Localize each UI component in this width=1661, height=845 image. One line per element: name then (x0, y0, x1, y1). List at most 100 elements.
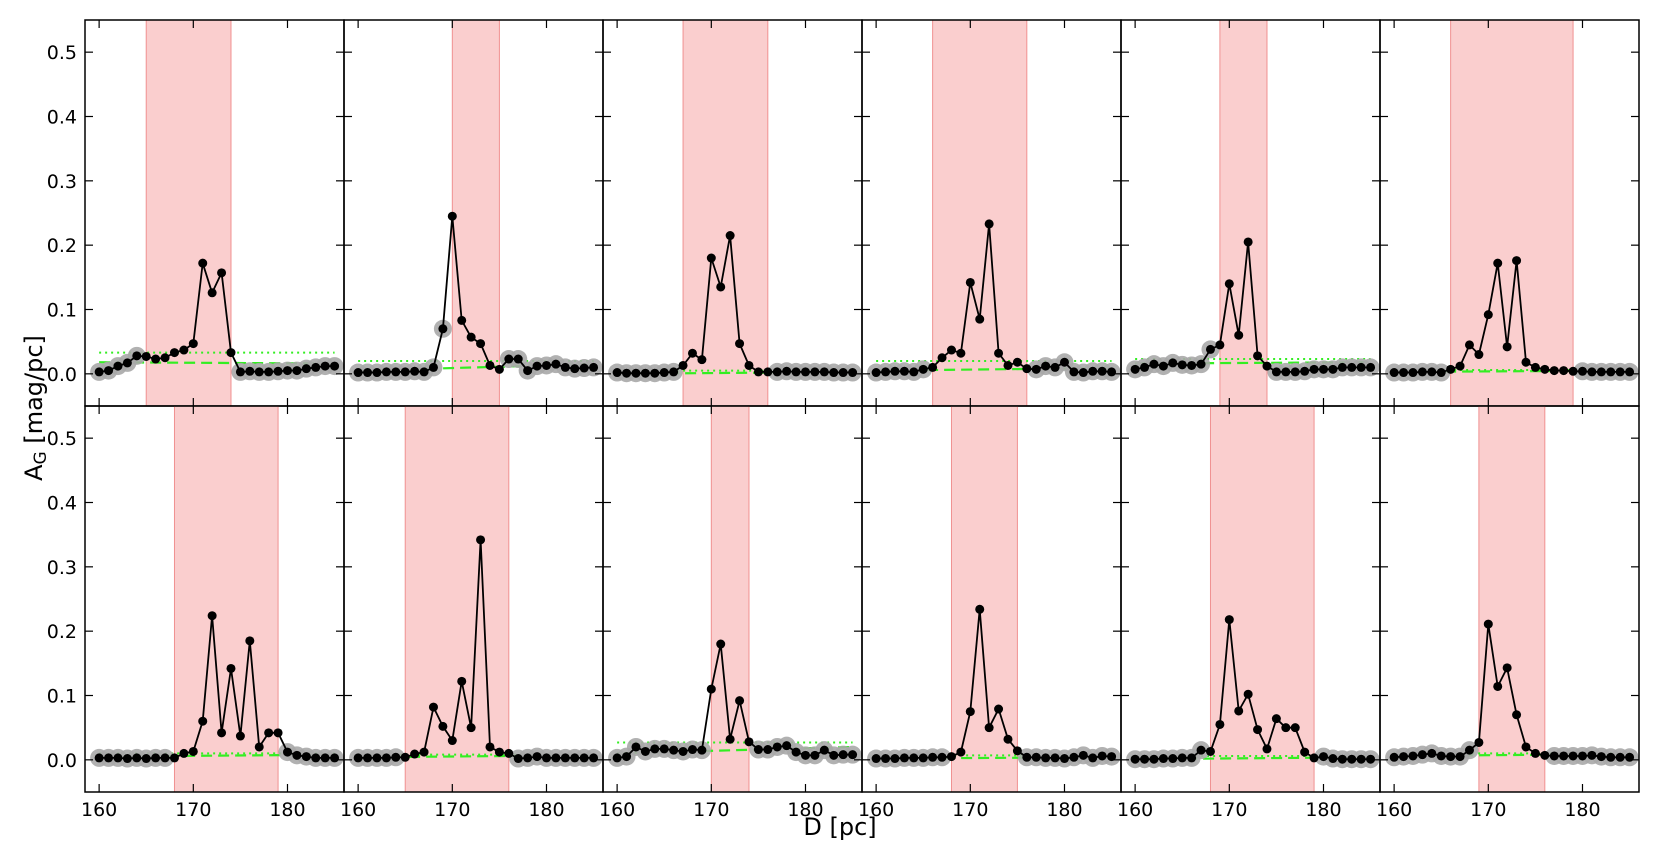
data-point (848, 368, 858, 378)
panel-6 (1379, 19, 1640, 407)
x-tick-label: 180 (1305, 799, 1341, 821)
x-tick-label: 170 (1211, 799, 1247, 821)
data-point (1300, 747, 1310, 757)
data-point (772, 367, 782, 377)
data-point (1196, 745, 1206, 755)
data-point (819, 367, 829, 377)
data-point (1069, 752, 1079, 762)
data-point (994, 348, 1004, 358)
data-point (282, 366, 292, 376)
data-point (1577, 751, 1587, 761)
data-point (772, 742, 782, 752)
data-point (1088, 366, 1098, 376)
data-point (1446, 364, 1456, 374)
data-point (1366, 754, 1376, 764)
data-point (169, 753, 179, 763)
y-tick-label: 0.5 (47, 428, 77, 450)
data-point (320, 753, 330, 763)
data-point (1309, 753, 1319, 763)
data-point (946, 345, 956, 355)
data-point (541, 753, 551, 763)
data-point (650, 368, 660, 378)
data-point (687, 348, 697, 358)
data-point (1187, 753, 1197, 763)
data-point (353, 368, 363, 378)
data-point (631, 742, 641, 752)
data-point (198, 258, 208, 268)
y-tick-label: 0.2 (47, 621, 77, 643)
data-point (782, 741, 792, 751)
data-point (640, 746, 650, 756)
data-point (1568, 751, 1578, 761)
data-point (687, 745, 697, 755)
data-point (254, 742, 264, 752)
data-point (217, 728, 227, 738)
data-point (494, 364, 504, 374)
data-point (1455, 752, 1465, 762)
panel-plot-area (349, 20, 603, 406)
data-point (513, 754, 523, 764)
data-point (744, 360, 754, 370)
data-point (122, 358, 132, 368)
data-point (1224, 279, 1234, 289)
data-point (428, 362, 438, 372)
data-point (94, 367, 104, 377)
data-point (1436, 368, 1446, 378)
data-point (994, 704, 1004, 714)
data-point (631, 368, 641, 378)
data-point (791, 367, 801, 377)
data-point (1281, 367, 1291, 377)
data-point (1337, 754, 1347, 764)
data-point (589, 362, 599, 372)
data-point (678, 360, 688, 370)
data-point (226, 348, 236, 358)
data-point (1309, 364, 1319, 374)
data-point (881, 754, 891, 764)
tick-labels-layer: 0.0 0.1 0.2 0.3 0.4 0.5 160 170 180 0.0 0.1 0.2 0.3 0… (47, 42, 1601, 821)
data-point (791, 747, 801, 757)
data-point (391, 752, 401, 762)
data-point (188, 746, 198, 756)
data-point (1408, 751, 1418, 761)
data-point (320, 361, 330, 371)
data-point (485, 742, 495, 752)
data-point (292, 750, 302, 760)
data-point (744, 737, 754, 747)
data-point (1474, 737, 1484, 747)
data-point (899, 366, 909, 376)
panel-plot-area (608, 406, 862, 792)
data-point (871, 754, 881, 764)
data-point (113, 361, 123, 371)
data-point (1022, 364, 1032, 374)
data-point (532, 752, 542, 762)
x-tick-label: 180 (528, 799, 564, 821)
data-point (282, 747, 292, 757)
data-point (494, 747, 504, 757)
data-point (1483, 310, 1493, 320)
y-tick-label: 0.3 (47, 557, 77, 579)
data-point (928, 752, 938, 762)
data-point (363, 368, 373, 378)
data-point (1318, 752, 1328, 762)
data-point (1003, 360, 1013, 370)
panel-8 (343, 405, 604, 793)
data-point (1059, 754, 1069, 764)
data-point (1559, 751, 1569, 761)
y-tick-label: 0.3 (47, 171, 77, 193)
data-point (1069, 367, 1079, 377)
data-point (1050, 362, 1060, 372)
data-point (1224, 615, 1234, 625)
panel-plot-area (1126, 406, 1380, 792)
panel-plot-area (349, 406, 603, 792)
shaded-region (950, 406, 1018, 792)
data-point (1615, 367, 1625, 377)
data-point (1262, 744, 1272, 754)
x-tick-label: 170 (175, 799, 211, 821)
data-point (207, 611, 217, 621)
data-point (254, 367, 264, 377)
data-point (1366, 362, 1376, 372)
data-point (457, 676, 467, 686)
data-point (678, 746, 688, 756)
data-point (706, 684, 716, 694)
